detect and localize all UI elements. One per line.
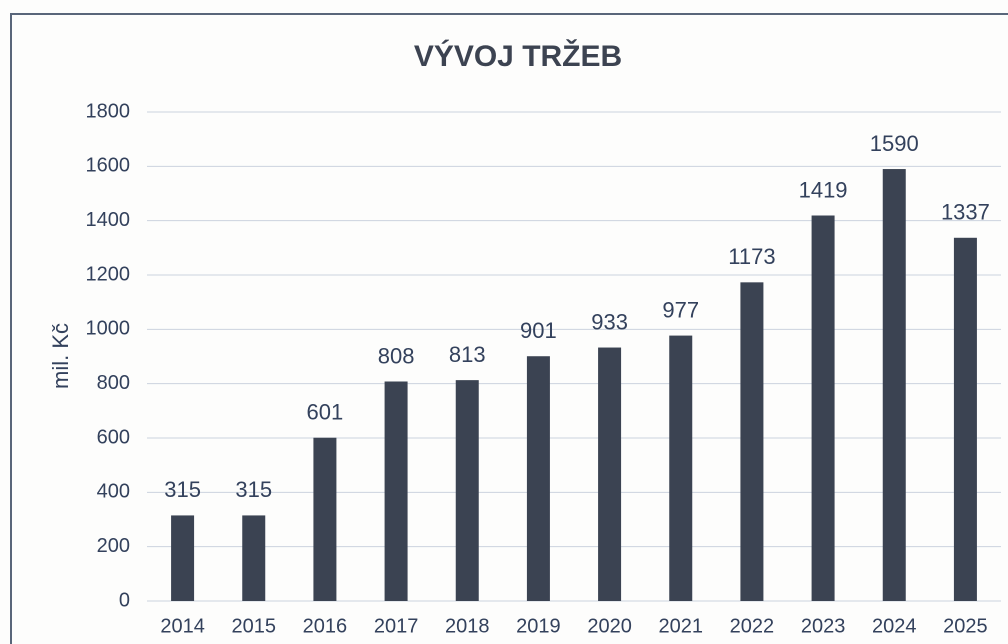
bar	[882, 169, 906, 602]
bar	[740, 282, 764, 601]
y-axis-label: mil. Kč	[48, 323, 73, 389]
y-tick-label: 400	[97, 481, 130, 503]
bar	[171, 515, 195, 601]
y-tick-label: 0	[119, 589, 130, 611]
x-tick-label: 2023	[801, 615, 846, 637]
x-tick-label: 2018	[445, 615, 490, 637]
y-tick-label: 800	[97, 372, 130, 394]
chart-title: VÝVOJ TRŽEB	[414, 39, 622, 73]
data-label: 1419	[799, 177, 848, 202]
y-tick-label: 1200	[86, 263, 131, 285]
x-tick-label: 2016	[303, 615, 348, 637]
x-tick-label: 2019	[516, 615, 561, 637]
data-label: 1590	[870, 131, 919, 156]
data-label: 315	[164, 477, 201, 502]
data-label: 808	[378, 343, 415, 368]
x-tick-label: 2024	[872, 615, 917, 637]
bar	[313, 437, 337, 601]
data-label: 933	[591, 309, 628, 334]
bar	[526, 356, 550, 601]
data-label: 1337	[941, 200, 990, 225]
data-label: 601	[307, 400, 344, 425]
x-tick-label: 2022	[730, 615, 775, 637]
x-tick-label: 2021	[659, 615, 704, 637]
x-tick-label: 2014	[160, 615, 205, 637]
bar	[384, 381, 408, 601]
x-tick-label: 2025	[943, 615, 988, 637]
bar	[669, 335, 693, 601]
y-tick-label: 600	[97, 426, 130, 448]
chart-border	[10, 13, 1008, 644]
bar	[953, 237, 977, 601]
data-label: 813	[449, 342, 486, 367]
data-label: 977	[662, 297, 699, 322]
y-tick-label: 1800	[86, 100, 131, 122]
data-label: 901	[520, 318, 557, 343]
y-tick-label: 1400	[86, 209, 131, 231]
data-label: 315	[235, 477, 272, 502]
bar	[455, 380, 479, 601]
x-tick-label: 2017	[374, 615, 419, 637]
bar	[598, 347, 622, 601]
x-tick-label: 2015	[232, 615, 277, 637]
bar	[242, 515, 266, 601]
data-label: 1173	[728, 244, 775, 269]
y-tick-label: 1600	[86, 155, 131, 177]
x-tick-label: 2020	[587, 615, 632, 637]
y-tick-label: 1000	[86, 318, 131, 340]
bar	[811, 215, 835, 601]
y-tick-label: 200	[97, 535, 130, 557]
